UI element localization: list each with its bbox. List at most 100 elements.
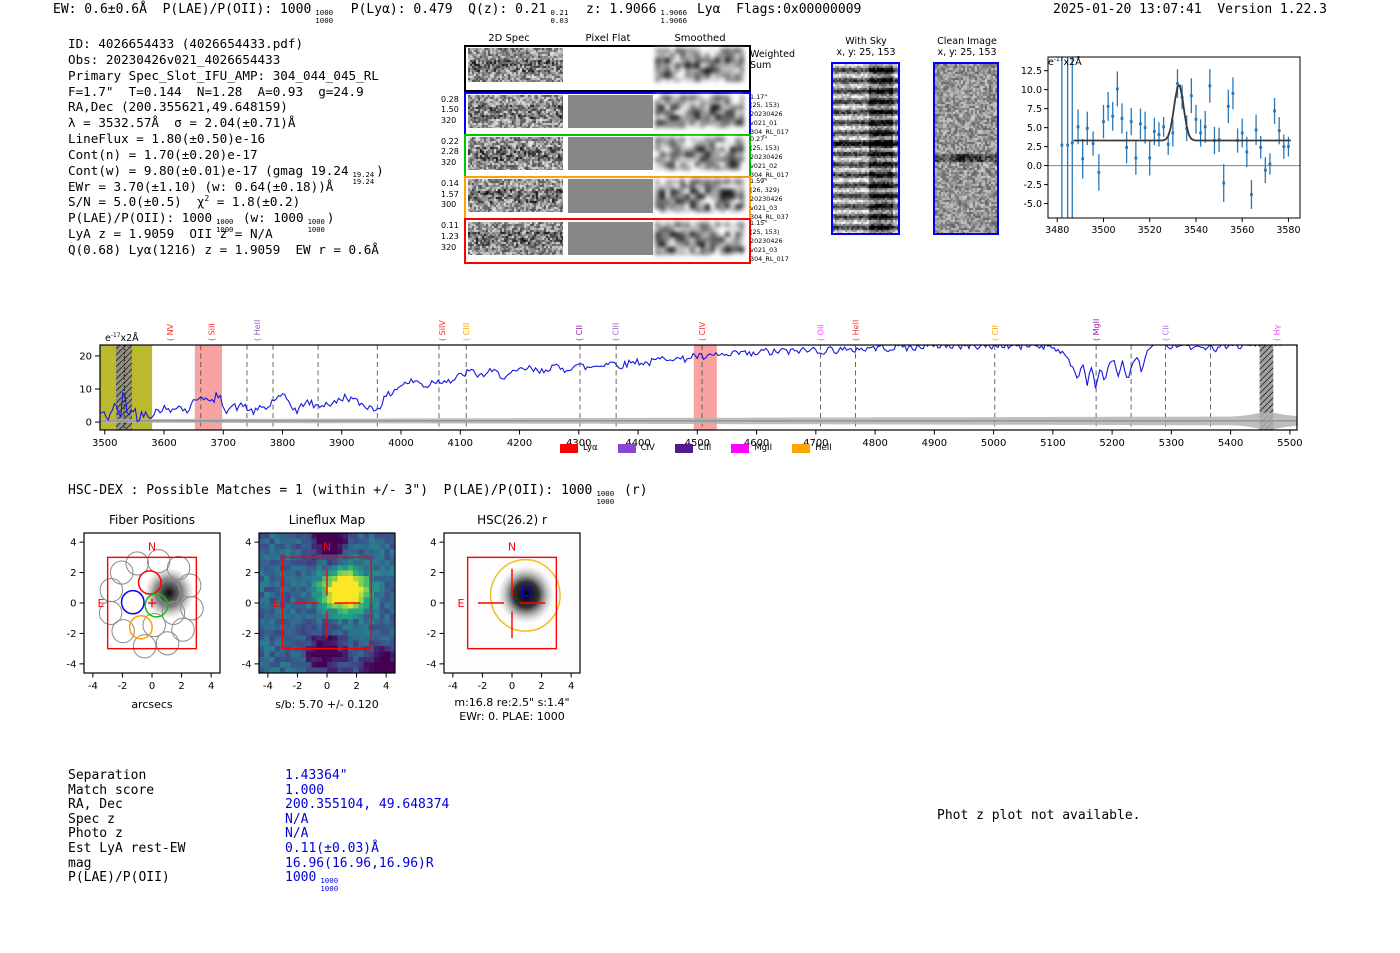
spec2d-row-left-labels: 0.11 1.23 320 xyxy=(441,221,465,253)
legend-item: HeII xyxy=(792,443,832,453)
text: 3700 xyxy=(211,438,236,449)
text: 3560 xyxy=(1230,225,1254,236)
weighted-sum-label: Weighted Sum xyxy=(750,49,795,72)
zoom-plot-ylabel: e-17x2Å xyxy=(1048,57,1082,68)
text: 0 xyxy=(324,681,330,692)
rect xyxy=(1189,94,1193,98)
clean-image-box xyxy=(933,62,999,235)
div: 0.27" xyxy=(750,134,768,143)
withsky-image-box xyxy=(831,62,900,235)
span: 0.11(±0.03)Å xyxy=(285,840,379,856)
rect xyxy=(1148,156,1152,160)
span: 0.03 xyxy=(550,15,569,25)
spec2d-row-box xyxy=(464,133,751,180)
spec2d-smoothed-image xyxy=(655,95,744,128)
span: 1000 1000 xyxy=(308,218,325,233)
info-line: F=1.7" T=0.144 N=1.28 A=0.93 g=24.9 xyxy=(68,84,384,100)
div: v021_02 xyxy=(750,161,778,170)
span: x2Å xyxy=(120,333,139,345)
text: -2 xyxy=(427,629,437,640)
span: 1000 1000 xyxy=(315,9,333,25)
ellipse xyxy=(144,592,169,618)
span: ID: 4026654433 (4026654433.pdf) xyxy=(68,36,304,51)
ellipse xyxy=(137,570,162,595)
spec2d-row-left-labels: 0.28 1.50 320 xyxy=(441,95,465,127)
span: Cont(n) = 1.70(±0.20)e-17 xyxy=(68,146,258,162)
info-line: LineFlux = 1.80(±0.50)e-16 xyxy=(68,131,384,147)
info-line: Cont(w) = 9.80(±0.01)e-17 (gmag 19.24 19.… xyxy=(68,163,384,186)
span: (r) xyxy=(616,483,648,498)
text: 10.0 xyxy=(1021,85,1042,96)
hsc-cutout-title: HSC(26.2) r xyxy=(477,513,547,527)
match-table-value: 1.43364" xyxy=(285,768,348,783)
rect xyxy=(1194,117,1198,121)
text: 4 xyxy=(568,681,574,692)
span: 1000 xyxy=(307,224,325,234)
rect xyxy=(1287,145,1290,149)
text: -4 xyxy=(67,659,77,670)
text: ( HeII xyxy=(852,320,861,341)
text: -2 xyxy=(477,681,487,692)
rect xyxy=(693,345,717,430)
pixel-flat-image xyxy=(567,221,653,255)
line-fit-zoom-plot: 3480 3500 3520 3540 3560 3580 12.5 10.0 7.5 5.0 2.… xyxy=(1021,56,1301,236)
spec2d-smoothed-image xyxy=(655,48,744,82)
match-table-label: Separation xyxy=(68,768,147,783)
rect xyxy=(1120,117,1124,120)
g xyxy=(100,345,1297,430)
text: 5000 xyxy=(981,438,1006,449)
rect xyxy=(194,345,223,430)
text: ( CII xyxy=(575,325,584,341)
rect xyxy=(106,556,198,650)
rect xyxy=(1250,193,1253,196)
div: (26, 329) xyxy=(750,185,780,194)
text: ( SiII xyxy=(207,323,216,341)
div: 304_RL_017 xyxy=(750,128,789,137)
ellipse xyxy=(111,619,135,644)
rect xyxy=(1157,133,1161,136)
lineflux-heatmap xyxy=(259,533,395,673)
lineflux-map-plot: -4 -4 -2 -2 0 0 2 2 4 4 N E xyxy=(242,532,396,692)
span: EWr = 3.70(±1.10) (w: 0.64(±0.18))Å xyxy=(68,178,334,194)
text: ( CII xyxy=(1161,325,1170,341)
match-table-row: mag 16.96(16.96,16.96)R xyxy=(68,856,449,871)
match-table-value: 200.355104, 49.648374 xyxy=(285,797,449,812)
rect xyxy=(1070,141,1074,145)
rect xyxy=(1106,104,1110,108)
text: E xyxy=(98,597,105,610)
text: 5300 xyxy=(1159,438,1184,449)
text: 3540 xyxy=(1184,225,1208,236)
catalog-match-table: Separation 1.43364" Match score 1.000 RA, De… xyxy=(68,768,449,892)
match-table-row: RA, Dec 200.355104, 49.648374 xyxy=(68,797,449,812)
spec2d-row-right-labels: 1.17" (25, 153) 20230426 v021_01 304_RL_017 xyxy=(750,93,790,138)
text: 4100 xyxy=(448,438,473,449)
ellipse xyxy=(497,565,555,624)
div: 1.59" xyxy=(750,176,768,185)
match-table-label: RA, Dec xyxy=(68,797,123,813)
span: F=1.7" T=0.144 N=1.28 A=0.93 g=24.9 xyxy=(68,83,364,99)
spec2d-row-right-labels: 1.15" (25, 153) 20230426 v021_03 304_RL_017 xyxy=(750,219,790,264)
span: 1000 1000 xyxy=(216,218,233,233)
match-table-label: P(LAE)/P(OII) xyxy=(68,870,170,886)
rect xyxy=(1102,120,1105,123)
span: 1000 xyxy=(320,876,339,886)
rect xyxy=(1125,145,1129,149)
text: 3480 xyxy=(1045,225,1069,236)
text: 2 xyxy=(430,568,436,579)
text: 2 xyxy=(70,568,76,579)
spec2d-row-box xyxy=(464,44,751,92)
div: 1.23 xyxy=(441,231,459,241)
span: 1000 xyxy=(315,15,334,25)
path xyxy=(100,345,1297,423)
info-line: EWr = 3.70(±1.10) (w: 0.64(±0.18))Å xyxy=(68,179,384,195)
datetime-version: 2025-01-20 13:07:41 Version 1.22.3 xyxy=(1053,2,1327,17)
pixel-flat-image xyxy=(567,179,653,213)
text: 5200 xyxy=(1099,438,1124,449)
detection-info-block: ID: 4026654433 (4026654433.pdf) Obs: 2023… xyxy=(68,36,384,258)
text: 4200 xyxy=(507,438,532,449)
text: N xyxy=(148,541,156,554)
rect xyxy=(1199,131,1202,135)
rect xyxy=(1091,142,1095,145)
spec2d-row-left-labels: 0.14 1.57 300 xyxy=(441,179,465,211)
div: 0.14 xyxy=(441,178,459,188)
